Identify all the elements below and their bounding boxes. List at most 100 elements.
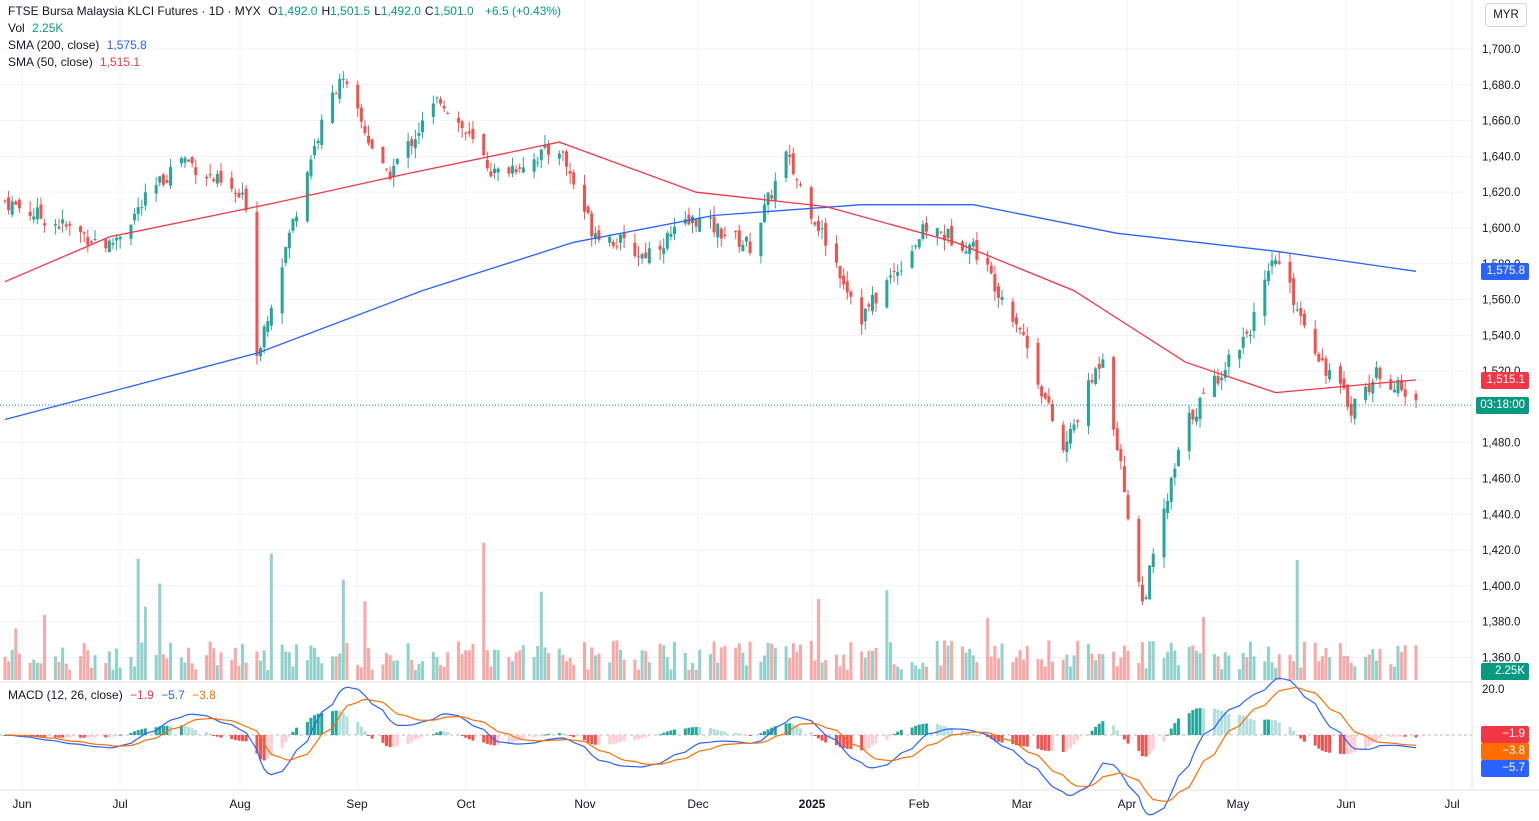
macd-histogram-bar bbox=[363, 731, 367, 735]
volume-bar bbox=[1342, 656, 1346, 680]
candle-body bbox=[1342, 378, 1346, 389]
volume-bar bbox=[208, 641, 212, 680]
macd-histogram-bar bbox=[1112, 725, 1116, 735]
macd-histogram-bar bbox=[820, 735, 824, 741]
macd-histogram-bar bbox=[417, 735, 421, 739]
candle-body bbox=[1094, 368, 1098, 384]
volume-bar bbox=[320, 663, 324, 680]
legend-macd[interactable]: MACD (12, 26, close) −1.9 −5.7 −3.8 bbox=[8, 687, 216, 704]
candle-body bbox=[1245, 331, 1249, 334]
macd-histogram-bar bbox=[280, 735, 284, 749]
candle-body bbox=[1241, 336, 1245, 348]
macd-histogram-bar bbox=[219, 735, 223, 738]
volume-bar bbox=[1090, 653, 1094, 680]
candle-body bbox=[1277, 261, 1281, 264]
candle-body bbox=[57, 226, 61, 229]
candle-body bbox=[885, 280, 889, 308]
macd-histogram-bar bbox=[208, 733, 212, 735]
volume-bar bbox=[363, 601, 367, 680]
volume-bar bbox=[723, 645, 727, 680]
volume-bar bbox=[338, 653, 342, 680]
macd-histogram-bar bbox=[845, 735, 849, 749]
symbol-title[interactable]: FTSE Bursa Malaysia KLCI Futures · 1D · … bbox=[8, 4, 261, 18]
legend-volume[interactable]: Vol 2.25K bbox=[8, 20, 63, 37]
candle-body bbox=[1040, 386, 1044, 397]
candle-body bbox=[1292, 278, 1296, 306]
macd-histogram-bar bbox=[888, 735, 892, 737]
volume-bar bbox=[896, 666, 900, 680]
candle-body bbox=[1396, 379, 1400, 394]
macd-histogram-bar bbox=[190, 728, 194, 735]
macd-histogram-bar bbox=[410, 735, 414, 742]
volume-bar bbox=[1371, 649, 1375, 680]
candle-body bbox=[921, 224, 925, 239]
volume-bar bbox=[924, 666, 928, 680]
macd-histogram-bar bbox=[1043, 735, 1047, 751]
candle-body bbox=[104, 239, 108, 249]
volume-bar bbox=[914, 665, 918, 680]
volume-bar bbox=[1266, 646, 1270, 680]
macd-histogram-bar bbox=[370, 735, 374, 739]
volume-bar bbox=[1126, 650, 1130, 680]
volume-bar bbox=[313, 647, 317, 680]
candle-body bbox=[255, 211, 259, 356]
volume-bar bbox=[939, 665, 943, 680]
volume-bar bbox=[136, 558, 140, 680]
candle-body bbox=[1403, 389, 1407, 397]
macd-histogram-bar bbox=[140, 729, 144, 735]
candle-body bbox=[140, 207, 144, 209]
legend-sma50[interactable]: SMA (50, close) 1,515.1 bbox=[8, 54, 140, 71]
candle-body bbox=[1115, 428, 1119, 451]
volume-bar bbox=[1140, 642, 1144, 680]
volume-bar bbox=[280, 644, 284, 680]
volume-bar bbox=[712, 641, 716, 680]
macd-histogram-bar bbox=[694, 726, 698, 735]
macd-histogram-bar bbox=[385, 735, 389, 747]
macd-histogram-bar bbox=[773, 726, 777, 735]
macd-histogram-bar bbox=[1223, 712, 1227, 735]
candle-body bbox=[1072, 424, 1076, 431]
macd-histogram-bar bbox=[1328, 735, 1332, 753]
macd-histogram-bar bbox=[460, 735, 464, 737]
macd-histogram-bar bbox=[960, 730, 964, 735]
volume-bar bbox=[698, 649, 702, 680]
candle-body bbox=[1166, 500, 1170, 514]
volume-bar bbox=[583, 642, 587, 680]
candle-body bbox=[1202, 392, 1206, 394]
currency-button[interactable]: MYR bbox=[1485, 3, 1527, 27]
volume-bar bbox=[464, 650, 468, 680]
candle-body bbox=[1112, 357, 1116, 430]
time-tick-label: Jun bbox=[12, 797, 31, 811]
candle-body bbox=[514, 169, 518, 173]
volume-bar bbox=[734, 647, 738, 680]
candle-body bbox=[849, 291, 853, 297]
candle-body bbox=[309, 159, 313, 177]
volume-bar bbox=[68, 669, 72, 680]
macd-histogram-bar bbox=[165, 725, 169, 735]
volume-bar bbox=[35, 662, 39, 680]
volume-bar bbox=[10, 649, 14, 680]
candle-body bbox=[118, 236, 122, 240]
volume-bar bbox=[431, 652, 435, 680]
candle-body bbox=[136, 207, 140, 214]
volume-bar bbox=[644, 651, 648, 680]
macd-histogram-bar bbox=[1072, 735, 1076, 745]
macd-histogram-bar bbox=[212, 735, 216, 736]
legend-sma200[interactable]: SMA (200, close) 1,575.8 bbox=[8, 37, 147, 54]
candle-body bbox=[1274, 260, 1278, 265]
macd-histogram-bar bbox=[1047, 735, 1051, 751]
macd-histogram-bar bbox=[561, 733, 565, 735]
candle-body bbox=[435, 97, 439, 99]
macd-histogram-bar bbox=[662, 732, 666, 735]
volume-bar bbox=[874, 647, 878, 680]
candle-body bbox=[557, 153, 561, 159]
volume-bar bbox=[316, 657, 320, 680]
volume-bar bbox=[1119, 657, 1123, 680]
candle-body bbox=[719, 228, 723, 239]
candle-body bbox=[593, 233, 597, 239]
volume-bar bbox=[665, 657, 669, 680]
macd-histogram-bar bbox=[543, 734, 547, 736]
volume-bar bbox=[770, 643, 774, 680]
sma200-line bbox=[4, 204, 1417, 421]
